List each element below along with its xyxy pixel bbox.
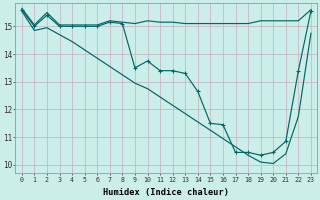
X-axis label: Humidex (Indice chaleur): Humidex (Indice chaleur) bbox=[103, 188, 229, 197]
